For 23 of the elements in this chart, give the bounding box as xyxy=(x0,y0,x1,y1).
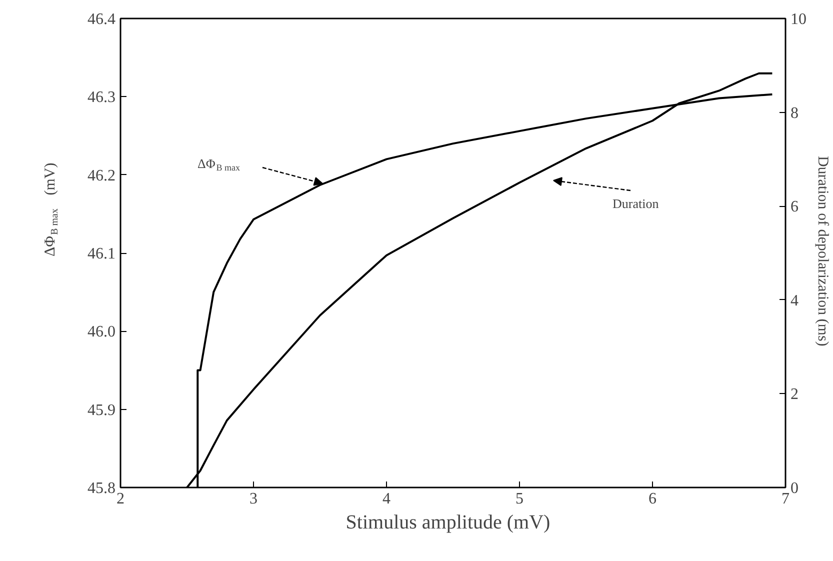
y-tick-label: 45.9 xyxy=(88,402,116,419)
y2-tick-label: 6 xyxy=(790,198,798,216)
text: ΔΦB max (mV) xyxy=(42,162,60,256)
y-tick-label: 46.1 xyxy=(88,246,116,262)
x-tick-label: 3 xyxy=(250,490,258,508)
y2-tick-label: 10 xyxy=(790,11,806,28)
y-tick-label: 46.2 xyxy=(88,167,116,184)
y-tick-label: 46.0 xyxy=(88,324,116,341)
y2-tick-label: 0 xyxy=(790,480,798,497)
x-axis-title: Stimulus amplitude (mV) xyxy=(346,512,550,534)
x-tick-label: 5 xyxy=(516,490,524,508)
y2-tick-label: 8 xyxy=(790,104,798,122)
x-tick-label: 4 xyxy=(382,490,390,508)
y2-tick-label: 4 xyxy=(790,292,798,310)
annotation: Duration xyxy=(612,196,660,211)
y-tick-label: 46.3 xyxy=(88,89,116,106)
y-tick-label: 45.8 xyxy=(88,480,116,497)
x-tick-label: 2 xyxy=(116,490,124,508)
y2-axis-title: Duration of depolarization (ms) xyxy=(814,156,830,346)
x-tick-label: 7 xyxy=(782,490,790,508)
y2-tick-label: 2 xyxy=(790,386,798,404)
x-tick-label: 6 xyxy=(648,490,656,508)
y-tick-label: 46.4 xyxy=(88,11,116,28)
